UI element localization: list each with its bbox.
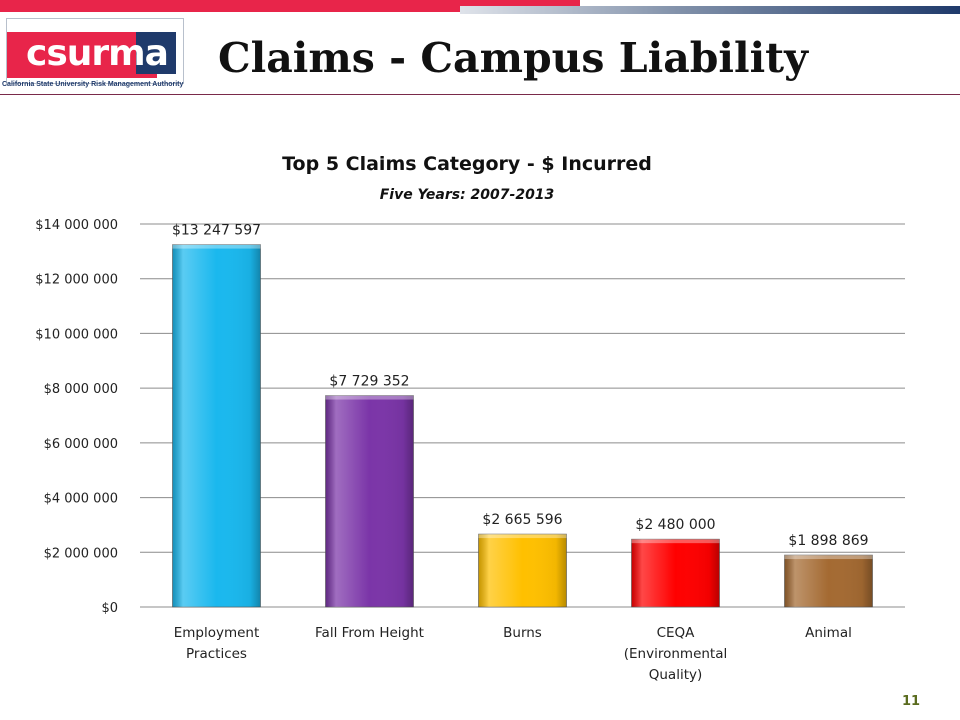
y-tick-label: $14 000 000 [35,218,118,233]
top-color-band [0,0,960,14]
x-tick-label: (Environmental [624,646,728,662]
csurma-logo: csurma California State University Risk … [0,14,190,94]
bar-top-highlight [325,395,414,400]
y-tick-label: $12 000 000 [35,273,118,288]
y-axis-ticks: $0 $2 000 000 $4 000 000 $6 000 000 $8 000 0… [35,218,118,616]
logo-text: csurma [26,33,169,74]
bar-top-highlight [784,555,873,560]
y-tick-label: $2 000 000 [44,546,118,561]
y-tick-label: $0 [101,601,118,616]
gridlines [140,223,905,608]
bars [172,244,873,608]
y-tick-label: $6 000 000 [44,437,118,452]
gradient-band [460,6,960,14]
logo-red-block [7,32,157,78]
logo-caption: California State University Risk Managem… [2,81,184,88]
x-tick-label: CEQA [657,625,696,641]
y-tick-label: $8 000 000 [44,382,118,397]
value-label: $2 480 000 [635,517,715,533]
x-tick-label: Quality) [649,667,703,683]
x-tick-label: Burns [503,625,542,641]
bar-top-highlight [172,244,261,249]
x-tick-label: Fall From Height [315,625,424,641]
value-label: $7 729 352 [329,374,409,390]
bar [478,533,567,608]
red-band [0,0,580,12]
bar-shading [784,555,873,607]
bar-shading [172,244,261,607]
bar [325,395,414,608]
x-axis-ticks: Employment Practices Fall From Height Burns… [174,625,852,683]
value-label: $1 898 869 [788,533,868,549]
bar [172,244,261,608]
y-tick-label: $10 000 000 [35,327,118,342]
y-tick-label: $4 000 000 [44,492,118,507]
x-tick-label: Animal [805,625,852,641]
bar [784,554,873,608]
header-divider [0,94,960,95]
bar-shading [631,539,720,607]
bar-shading [478,534,567,607]
value-labels: $13 247 597 $7 729 352 $2 665 596 $2 480 00… [172,223,869,549]
chart-title: Top 5 Claims Category - $ Incurred [282,153,652,175]
page-title: Claims - Campus Liability [218,34,808,82]
value-label: $13 247 597 [172,223,261,239]
value-label: $2 665 596 [482,512,562,528]
bar-shading [325,395,414,607]
bar-top-highlight [478,534,567,539]
bar [631,538,720,608]
x-tick-label: Practices [186,646,247,662]
logo-blue-block [136,32,176,74]
chart-subtitle: Five Years: 2007-2013 [380,187,555,203]
bar-top-highlight [631,539,720,544]
x-tick-label: Employment [174,625,260,641]
page-number: 11 [902,694,921,709]
